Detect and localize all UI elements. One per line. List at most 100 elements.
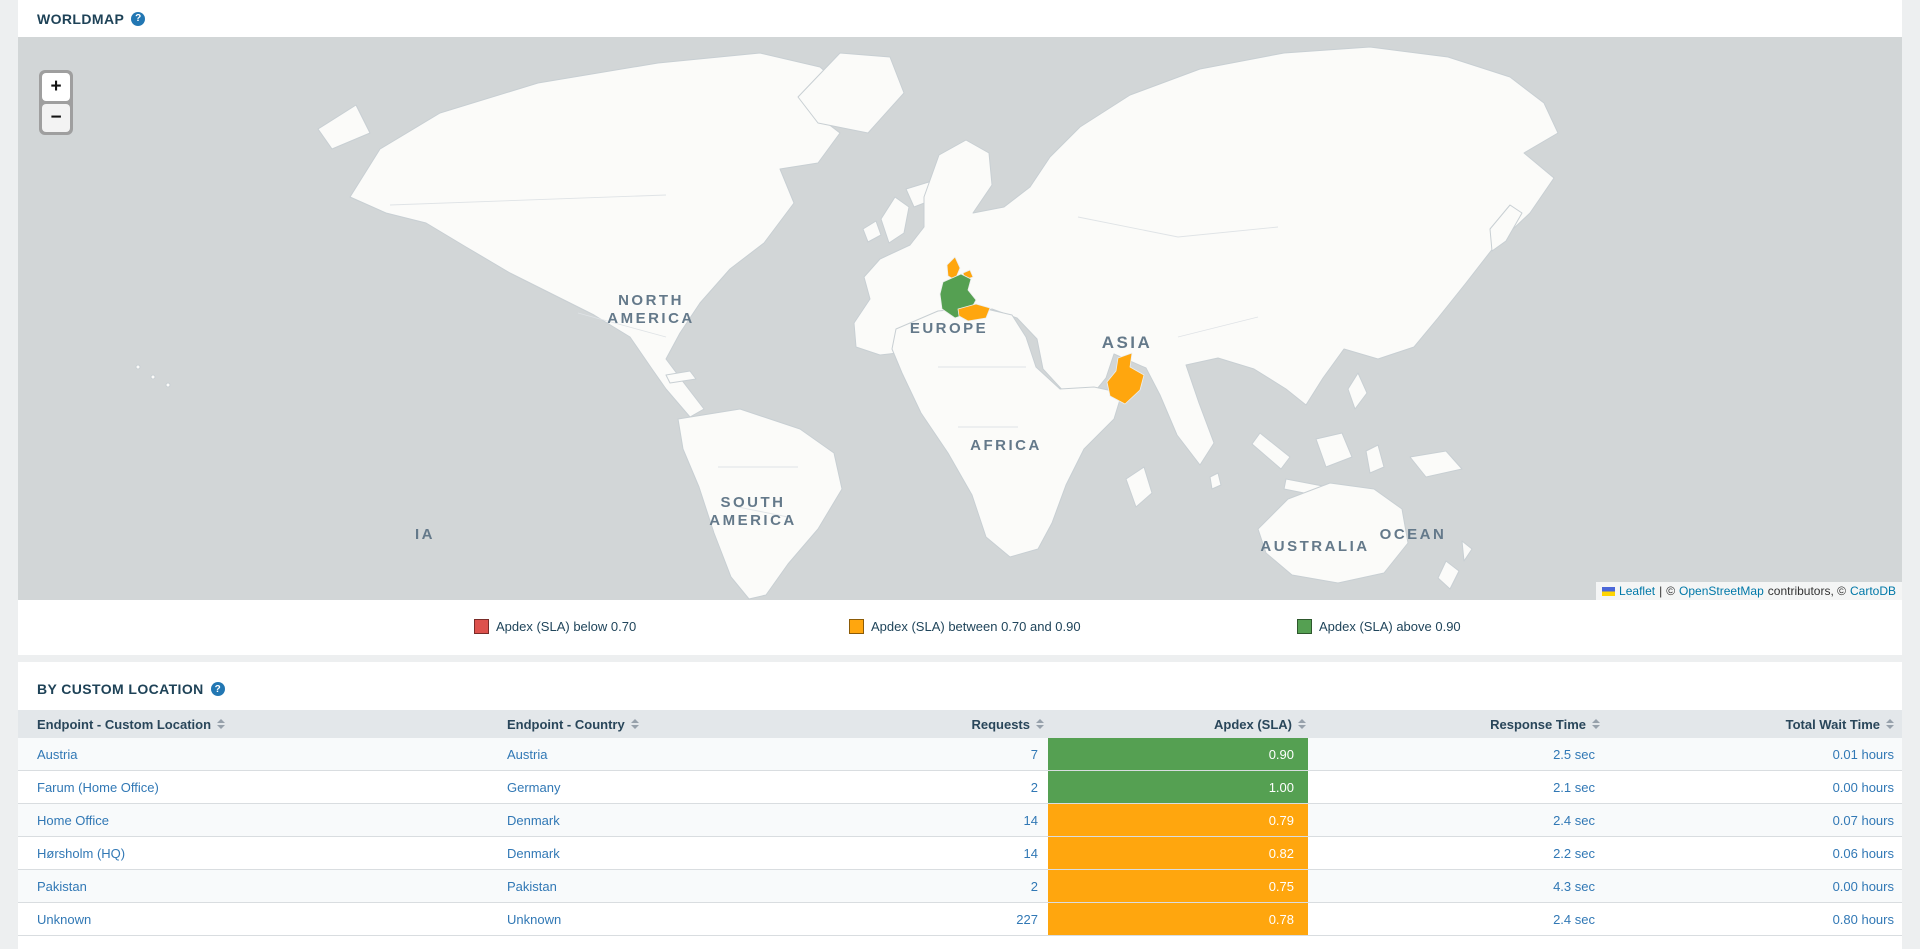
map-landmass bbox=[1251, 432, 1291, 470]
total-wait-time-value: 0.00 hours bbox=[1832, 779, 1894, 795]
country-link[interactable]: Austria bbox=[507, 746, 548, 762]
country-link[interactable]: Denmark bbox=[507, 845, 560, 861]
map-label-africa: AFRICA bbox=[970, 437, 1042, 454]
map-landmass bbox=[1257, 482, 1409, 584]
requests-value: 7 bbox=[1030, 746, 1038, 762]
country-link[interactable]: Pakistan bbox=[507, 878, 557, 894]
total-wait-time-value: 0.06 hours bbox=[1832, 845, 1894, 861]
sort-icon bbox=[1036, 719, 1044, 729]
column-header-total-wait-time[interactable]: Total Wait Time bbox=[1600, 710, 1902, 738]
apdex-cell: 0.90 bbox=[1048, 738, 1308, 770]
table-row: Farum (Home Office) Germany 2 1.00 2.1 s… bbox=[18, 771, 1902, 804]
world-map-canvas: NORTH AMERICA EUROPE ASIA AFRICA SOUTH A… bbox=[135, 46, 1559, 600]
map-landmass bbox=[1125, 466, 1153, 508]
attribution-contributors: contributors, © bbox=[1767, 584, 1846, 598]
map-landmass bbox=[677, 408, 843, 600]
map-label-south-america-1: SOUTH bbox=[721, 494, 786, 511]
map-country-austria[interactable] bbox=[957, 303, 991, 322]
map-landmass bbox=[853, 46, 1559, 466]
sort-icon bbox=[1592, 719, 1600, 729]
map-landmass bbox=[1315, 432, 1353, 468]
requests-value: 2 bbox=[1030, 779, 1038, 795]
location-link[interactable]: Hørsholm (HQ) bbox=[37, 845, 126, 861]
openstreetmap-link[interactable]: OpenStreetMap bbox=[1679, 584, 1764, 598]
map-country-denmark[interactable] bbox=[946, 256, 961, 281]
legend-label: Apdex (SLA) below 0.70 bbox=[496, 619, 637, 634]
total-wait-time-value: 0.07 hours bbox=[1832, 812, 1894, 828]
sort-icon bbox=[1298, 719, 1306, 729]
map-landmass bbox=[317, 104, 371, 150]
map-zoom-control: + − bbox=[39, 70, 73, 135]
worldmap-title: WORLDMAP bbox=[37, 10, 125, 27]
table-row: Unknown Unknown 227 0.78 2.4 sec 0.80 ho… bbox=[18, 903, 1902, 936]
location-link[interactable]: Pakistan bbox=[37, 878, 87, 894]
map-landmass bbox=[1365, 444, 1385, 474]
legend-swatch-red-icon bbox=[474, 619, 489, 634]
response-time-value: 4.3 sec bbox=[1553, 878, 1595, 894]
location-link[interactable]: Farum (Home Office) bbox=[37, 779, 159, 795]
apdex-cell: 1.00 bbox=[1048, 771, 1308, 803]
apdex-cell: 0.82 bbox=[1048, 837, 1308, 869]
leaflet-link[interactable]: Leaflet bbox=[1619, 584, 1656, 598]
map-landmass bbox=[665, 370, 697, 384]
location-link[interactable]: Unknown bbox=[37, 911, 92, 927]
map-label-ia: IA bbox=[415, 526, 435, 543]
map-country-pakistan[interactable] bbox=[1106, 352, 1145, 405]
requests-value: 14 bbox=[1023, 845, 1038, 861]
attribution-copyright: © bbox=[1666, 584, 1676, 598]
table-row: Austria Austria 7 0.90 2.5 sec 0.01 hour… bbox=[18, 738, 1902, 771]
legend-label: Apdex (SLA) between 0.70 and 0.90 bbox=[871, 619, 1081, 634]
worldmap-header: WORLDMAP ? bbox=[18, 0, 1902, 37]
help-icon[interactable]: ? bbox=[210, 682, 225, 696]
column-header-requests[interactable]: Requests bbox=[940, 710, 1048, 738]
legend-item-above: Apdex (SLA) above 0.90 bbox=[1297, 619, 1461, 634]
zoom-in-button[interactable]: + bbox=[42, 73, 70, 101]
map-landmass bbox=[880, 196, 910, 244]
zoom-out-button[interactable]: − bbox=[42, 104, 70, 132]
legend-swatch-orange-icon bbox=[849, 619, 864, 634]
map-landmass bbox=[862, 220, 882, 243]
map-label-north-america-1: NORTH bbox=[618, 292, 684, 309]
table-row: Hørsholm (HQ) Denmark 14 0.82 2.2 sec 0.… bbox=[18, 837, 1902, 870]
map-landmass bbox=[1437, 560, 1460, 590]
sort-icon bbox=[217, 719, 226, 729]
apdex-cell: 0.78 bbox=[1048, 903, 1308, 935]
column-header-country[interactable]: Endpoint - Country bbox=[505, 710, 940, 738]
column-header-custom-location[interactable]: Endpoint - Custom Location bbox=[18, 710, 505, 738]
map-landmass bbox=[165, 382, 171, 388]
map-label-asia: ASIA bbox=[1102, 333, 1153, 352]
map-landmass bbox=[150, 374, 156, 380]
requests-value: 227 bbox=[1016, 911, 1038, 927]
world-map[interactable]: NORTH AMERICA EUROPE ASIA AFRICA SOUTH A… bbox=[18, 37, 1902, 600]
legend-swatch-green-icon bbox=[1297, 619, 1312, 634]
legend-item-between: Apdex (SLA) between 0.70 and 0.90 bbox=[849, 619, 1081, 634]
map-landmass bbox=[349, 52, 851, 418]
total-wait-time-value: 0.00 hours bbox=[1832, 878, 1894, 894]
response-time-value: 2.2 sec bbox=[1553, 845, 1595, 861]
country-link[interactable]: Denmark bbox=[507, 812, 560, 828]
help-icon[interactable]: ? bbox=[131, 11, 146, 26]
apdex-legend: Apdex (SLA) below 0.70 Apdex (SLA) betwe… bbox=[18, 600, 1902, 655]
map-landmass bbox=[1409, 450, 1463, 478]
location-link[interactable]: Home Office bbox=[37, 812, 110, 828]
requests-value: 2 bbox=[1030, 878, 1038, 894]
map-landmass bbox=[135, 364, 141, 370]
country-link[interactable]: Unknown bbox=[507, 911, 562, 927]
by-custom-location-panel: BY CUSTOM LOCATION ? Endpoint - Custom L… bbox=[18, 662, 1902, 949]
cartodb-link[interactable]: CartoDB bbox=[1849, 584, 1896, 598]
country-link[interactable]: Germany bbox=[507, 779, 561, 795]
column-header-apdex[interactable]: Apdex (SLA) bbox=[1048, 710, 1308, 738]
table-row: Pakistan Pakistan 2 0.75 4.3 sec 0.00 ho… bbox=[18, 870, 1902, 903]
by-custom-location-title: BY CUSTOM LOCATION bbox=[37, 681, 204, 697]
attribution-separator: | bbox=[1659, 584, 1663, 598]
map-label-australia: AUSTRALIA bbox=[1260, 538, 1369, 555]
response-time-value: 2.4 sec bbox=[1553, 911, 1595, 927]
location-link[interactable]: Austria bbox=[37, 746, 78, 762]
apdex-cell: 0.79 bbox=[1048, 804, 1308, 836]
map-landmass bbox=[891, 306, 1123, 558]
table-row: Home Office Denmark 14 0.79 2.4 sec 0.07… bbox=[18, 804, 1902, 837]
table-header-row: Endpoint - Custom Location Endpoint - Co… bbox=[18, 710, 1902, 738]
map-label-europe: EUROPE bbox=[910, 320, 988, 337]
apdex-cell: 0.75 bbox=[1048, 870, 1308, 902]
column-header-response-time[interactable]: Response Time bbox=[1308, 710, 1600, 738]
